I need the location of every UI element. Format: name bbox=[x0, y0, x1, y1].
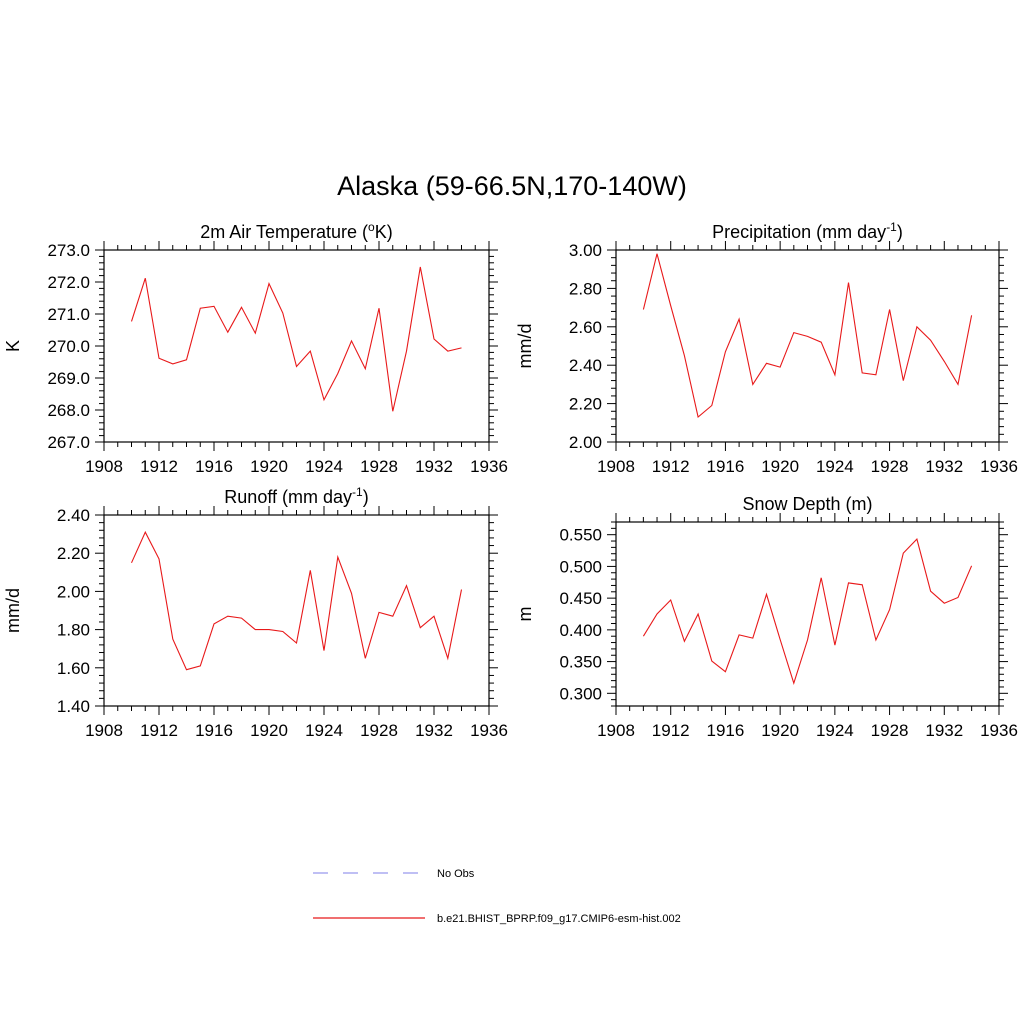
y-tick-label: 270.0 bbox=[47, 337, 90, 356]
x-tick-label: 1936 bbox=[980, 721, 1018, 740]
legend: No Obs b.e21.BHIST_BPRP.f09_g17.CMIP6-esm… bbox=[313, 868, 681, 925]
x-tick-label: 1908 bbox=[597, 457, 635, 476]
x-tick-label: 1908 bbox=[597, 721, 635, 740]
chart-panel-3: Runoff (mm day-1) mm/d 1908 1912 1916 1920 192… bbox=[3, 485, 508, 740]
y-axis-label: K bbox=[3, 340, 23, 352]
x-tick-label: 1916 bbox=[195, 457, 233, 476]
panel-title-text: Snow Depth (m) bbox=[742, 494, 872, 514]
panel-title-superscript: -1 bbox=[886, 220, 897, 234]
x-tick-label: 1916 bbox=[707, 721, 745, 740]
y-tick-label: 0.400 bbox=[559, 621, 602, 640]
legend-entry: No Obs bbox=[313, 868, 475, 880]
plot-frame bbox=[103, 514, 490, 707]
x-tick-label: 1928 bbox=[360, 457, 398, 476]
y-tick-label: 273.0 bbox=[47, 241, 90, 260]
x-tick-label: 1932 bbox=[415, 721, 453, 740]
y-tick-label: 2.60 bbox=[569, 318, 602, 337]
y-axis-label: mm/d bbox=[3, 588, 23, 633]
y-tick-label: 2.20 bbox=[569, 395, 602, 414]
x-tick-label: 1908 bbox=[85, 721, 123, 740]
panel-title-suffix: K) bbox=[375, 222, 393, 242]
figure-title: Alaska (59-66.5N,170-140W) bbox=[337, 171, 687, 201]
y-tick-label: 0.350 bbox=[559, 653, 602, 672]
x-tick-label: 1920 bbox=[761, 721, 799, 740]
x-tick-label: 1912 bbox=[140, 721, 178, 740]
y-tick-label: 2.40 bbox=[57, 506, 90, 525]
y-tick-label: 1.80 bbox=[57, 621, 90, 640]
y-tick-label: 3.00 bbox=[569, 241, 602, 260]
plot-frame bbox=[615, 521, 1000, 707]
chart-panels: 2m Air Temperature (oK) K 1908 1912 1916 1920… bbox=[3, 220, 1018, 740]
x-tick-label: 1920 bbox=[250, 457, 288, 476]
x-tick-label: 1908 bbox=[85, 457, 123, 476]
y-tick-label: 271.0 bbox=[47, 305, 90, 324]
panel-title-suffix: ) bbox=[363, 487, 369, 507]
y-tick-label: 0.550 bbox=[559, 526, 602, 545]
x-tick-label: 1924 bbox=[816, 721, 854, 740]
panel-title-text: 2m Air Temperature ( bbox=[200, 222, 368, 242]
series-line bbox=[130, 266, 462, 412]
y-axis-label: m bbox=[515, 607, 535, 622]
chart-panel-4: Snow Depth (m) m 1908 1912 1916 1920 1924 1928 1… bbox=[515, 494, 1018, 740]
x-tick-label: 1932 bbox=[925, 457, 963, 476]
x-tick-label: 1912 bbox=[652, 457, 690, 476]
y-tick-label: 269.0 bbox=[47, 369, 90, 388]
x-tick-label: 1932 bbox=[925, 721, 963, 740]
y-tick-label: 267.0 bbox=[47, 433, 90, 452]
x-tick-label: 1920 bbox=[250, 721, 288, 740]
x-tick-label: 1928 bbox=[360, 721, 398, 740]
x-tick-label: 1924 bbox=[305, 457, 343, 476]
x-tick-label: 1932 bbox=[415, 457, 453, 476]
y-tick-label: 2.00 bbox=[569, 433, 602, 452]
x-tick-label: 1912 bbox=[652, 721, 690, 740]
x-tick-label: 1924 bbox=[816, 457, 854, 476]
plot-frame bbox=[615, 249, 1000, 443]
panel-title: Snow Depth (m) bbox=[742, 494, 872, 514]
panel-title-suffix: ) bbox=[897, 222, 903, 242]
y-tick-label: 1.40 bbox=[57, 697, 90, 716]
x-tick-label: 1936 bbox=[470, 721, 508, 740]
y-tick-label: 268.0 bbox=[47, 401, 90, 420]
y-tick-label: 2.00 bbox=[57, 582, 90, 601]
x-tick-label: 1916 bbox=[195, 721, 233, 740]
series-line bbox=[642, 253, 973, 419]
x-tick-label: 1928 bbox=[871, 721, 909, 740]
y-tick-label: 2.40 bbox=[569, 356, 602, 375]
y-tick-label: 0.300 bbox=[559, 684, 602, 703]
x-tick-label: 1936 bbox=[470, 457, 508, 476]
x-tick-label: 1912 bbox=[140, 457, 178, 476]
legend-label: b.e21.BHIST_BPRP.f09_g17.CMIP6-esm-hist.… bbox=[437, 913, 681, 925]
y-tick-label: 272.0 bbox=[47, 273, 90, 292]
panel-title-text: Precipitation (mm day bbox=[712, 222, 886, 242]
y-tick-label: 2.20 bbox=[57, 544, 90, 563]
x-tick-label: 1920 bbox=[761, 457, 799, 476]
y-tick-label: 0.450 bbox=[559, 589, 602, 608]
panel-title-text: Runoff (mm day bbox=[224, 487, 352, 507]
panel-title-superscript: o bbox=[368, 220, 375, 234]
panel-title: Runoff (mm day-1) bbox=[224, 485, 368, 507]
series-line bbox=[642, 538, 973, 686]
y-tick-label: 2.80 bbox=[569, 279, 602, 298]
chart-panel-2: Precipitation (mm day-1) mm/d 1908 1912 1916… bbox=[515, 220, 1018, 476]
series-line bbox=[130, 530, 463, 671]
panel-title: Precipitation (mm day-1) bbox=[712, 220, 903, 242]
legend-label: No Obs bbox=[437, 868, 475, 880]
panel-title-superscript: -1 bbox=[352, 485, 363, 499]
x-tick-label: 1916 bbox=[707, 457, 745, 476]
panel-title: 2m Air Temperature (oK) bbox=[200, 220, 392, 242]
y-axis-label: mm/d bbox=[515, 324, 535, 369]
x-tick-label: 1936 bbox=[980, 457, 1018, 476]
y-tick-label: 0.500 bbox=[559, 557, 602, 576]
x-tick-label: 1928 bbox=[871, 457, 909, 476]
chart-panel-1: 2m Air Temperature (oK) K 1908 1912 1916 1920… bbox=[3, 220, 508, 476]
legend-entry: b.e21.BHIST_BPRP.f09_g17.CMIP6-esm-hist.… bbox=[313, 913, 681, 925]
plot-frame bbox=[103, 249, 490, 443]
y-tick-label: 1.60 bbox=[57, 659, 90, 678]
x-tick-label: 1924 bbox=[305, 721, 343, 740]
